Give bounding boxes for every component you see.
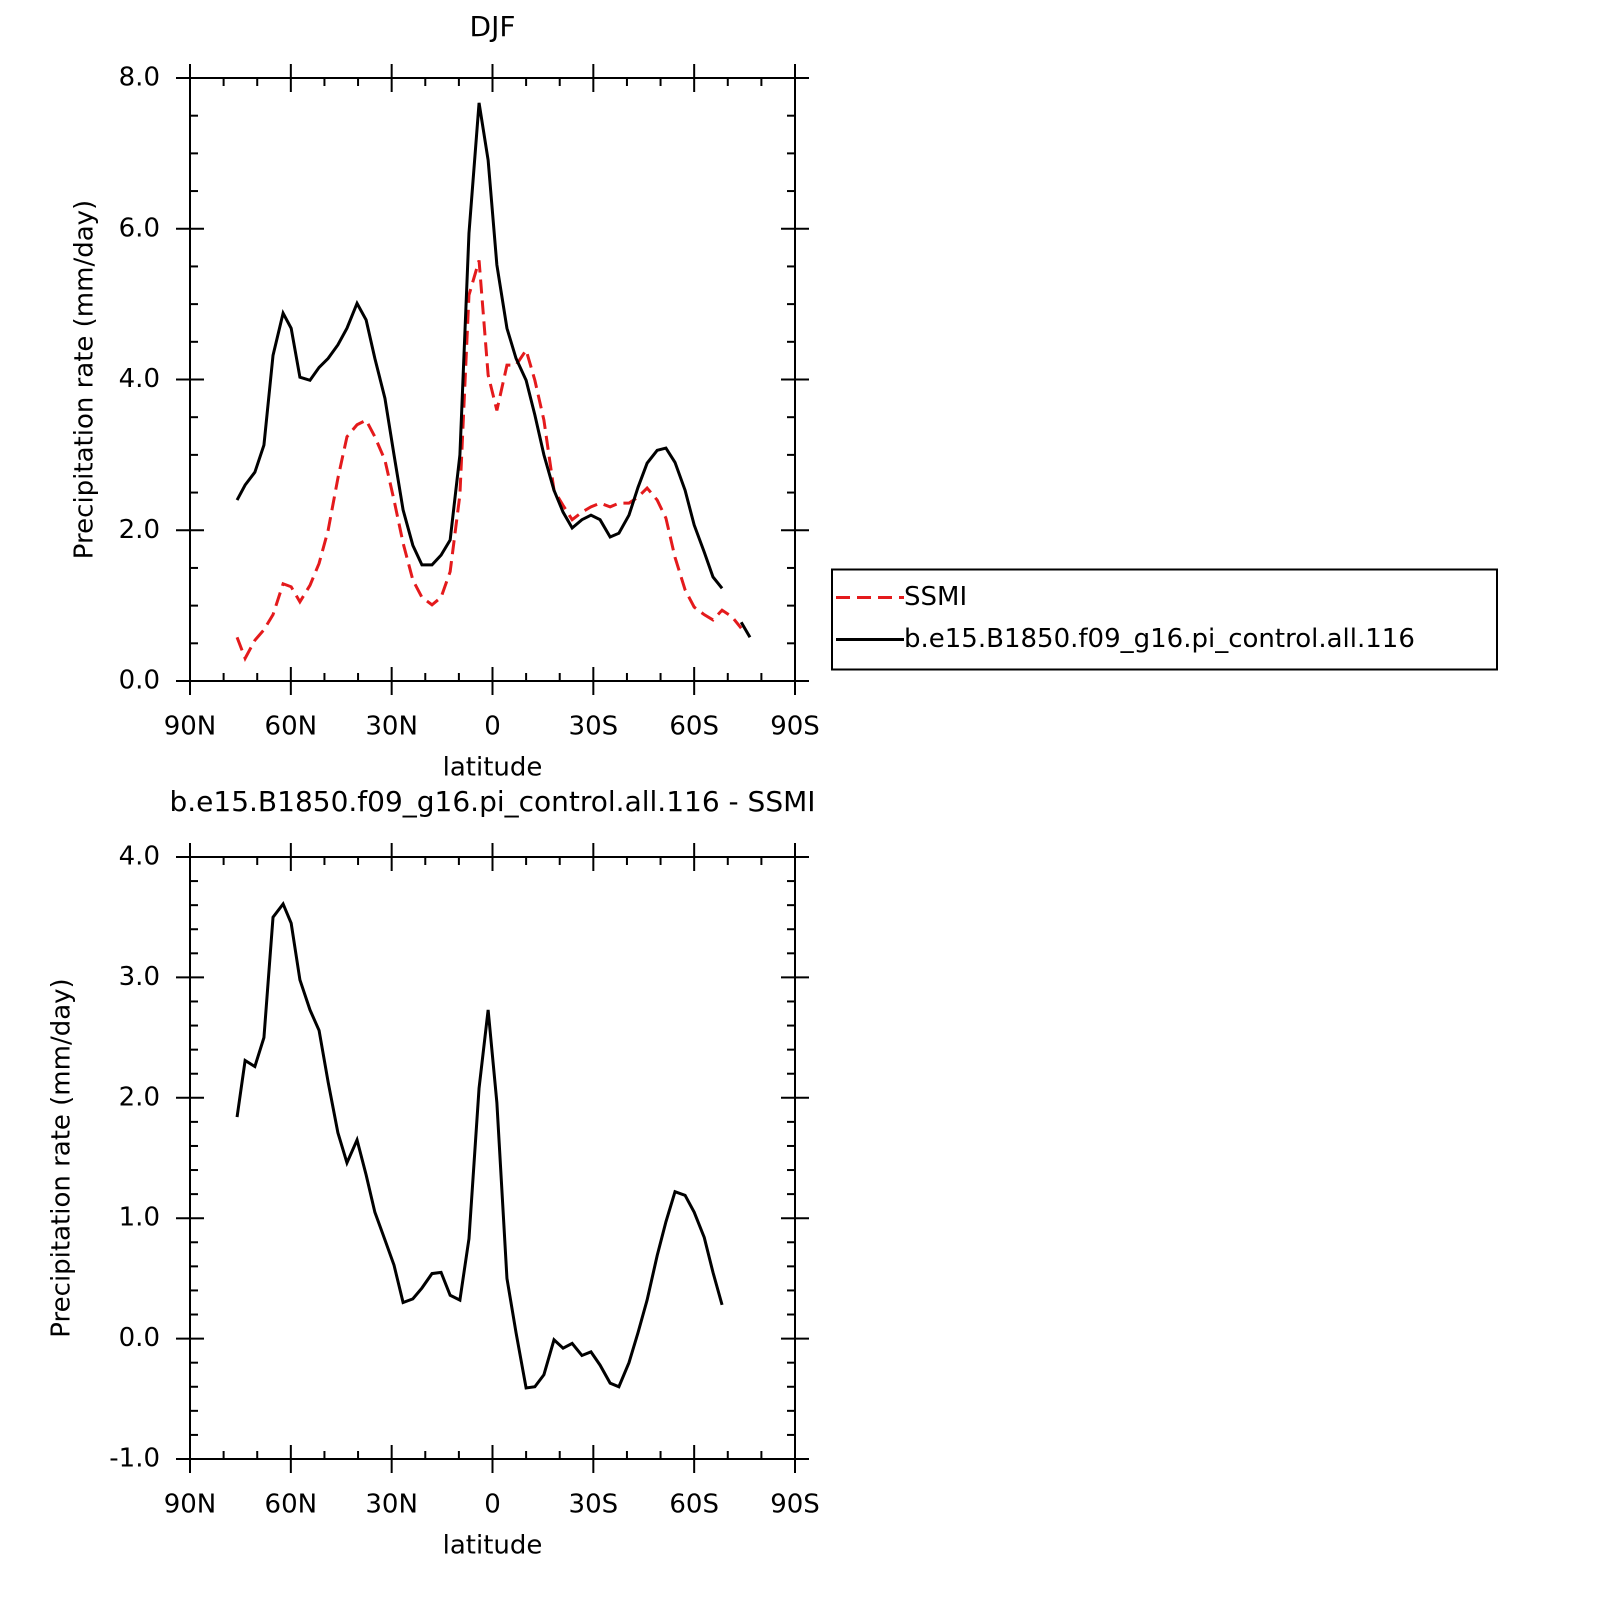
x-axis-label: latitude [443, 753, 543, 783]
chart-panel: DJF latitude Precipitation rate (mm/day) 90… [70, 10, 1498, 783]
x-tick-label: 60S [669, 712, 719, 742]
chart-title: DJF [470, 10, 516, 43]
x-tick-label: 90S [770, 712, 820, 742]
y-tick-label: 8.0 [119, 63, 160, 93]
x-tick-label: 60N [265, 712, 318, 742]
x-tick-label: 0 [484, 712, 501, 742]
legend-box [831, 568, 1498, 671]
y-axis-label: Precipitation rate (mm/day) [47, 978, 77, 1337]
x-tick-label: 30N [365, 712, 418, 742]
x-axis-label: latitude [443, 1531, 543, 1561]
y-tick-label: 6.0 [119, 213, 160, 243]
x-tick-label: 60N [265, 1490, 318, 1520]
legend-label: b.e15.B1850.f09_g16.pi_control.all.116 [904, 624, 1415, 654]
y-tick-label: 1.0 [119, 1203, 160, 1233]
plot-frame [189, 77, 796, 682]
x-tick-label: 30S [569, 712, 619, 742]
x-tick-label: 90N [164, 1490, 217, 1520]
data-line [235, 102, 724, 590]
x-tick-label: 30N [365, 1490, 418, 1520]
y-tick-label: 0.0 [119, 1323, 160, 1353]
legend: SSMI b.e15.B1850.f09_g16.pi_control.all.1… [831, 568, 1498, 671]
y-tick-label: 4.0 [119, 842, 160, 872]
x-tick-label: 60S [669, 1490, 719, 1520]
y-tick-label: 4.0 [119, 364, 160, 394]
plot-frame [189, 856, 796, 1460]
x-tick-label: 90S [770, 1490, 820, 1520]
y-tick-label: 3.0 [119, 962, 160, 992]
y-tick-label: -1.0 [109, 1444, 160, 1474]
y-tick-label: 2.0 [119, 1082, 160, 1112]
y-tick-label: 0.0 [119, 666, 160, 696]
x-tick-label: 0 [484, 1490, 501, 1520]
y-axis-label: Precipitation rate (mm/day) [70, 200, 100, 559]
chart-title: b.e15.B1850.f09_g16.pi_control.all.116 -… [169, 785, 815, 818]
x-tick-label: 30S [569, 1490, 619, 1520]
x-tick-label: 90N [164, 712, 217, 742]
y-tick-label: 2.0 [119, 515, 160, 545]
data-line [739, 621, 752, 639]
data-line [235, 259, 743, 662]
data-line [235, 900, 724, 1390]
chart-panel: b.e15.B1850.f09_g16.pi_control.all.116 -… [47, 785, 820, 1561]
legend-label: SSMI [904, 582, 967, 612]
